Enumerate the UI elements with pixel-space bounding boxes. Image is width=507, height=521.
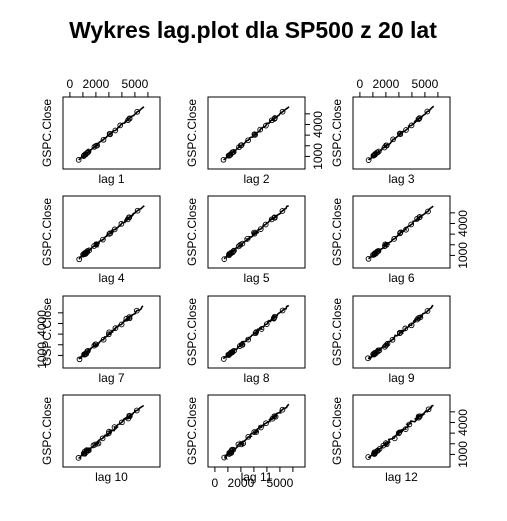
x-axis: 0 2000 5000 — [357, 77, 439, 97]
lag-series-line — [369, 106, 434, 160]
lag-panel-9: lag 9 GSPC.Close — [330, 296, 450, 385]
y-tick-label: 4000 — [311, 111, 325, 138]
y-axis-label: GSPC.Close — [185, 99, 199, 167]
y-tick-label: 4000 — [456, 409, 470, 436]
y-axis-label: GSPC.Close — [185, 298, 199, 366]
y-axis-label: GSPC.Close — [330, 99, 344, 167]
lag-series-line — [369, 206, 434, 259]
y-tick-label: 4000 — [35, 310, 49, 337]
y-axis-label: GSPC.Close — [40, 99, 54, 167]
x-tick-label: 2000 — [373, 77, 400, 91]
y-axis-label: GSPC.Close — [330, 397, 344, 465]
x-tick-label: 5000 — [122, 77, 149, 91]
y-axis-label: GSPC.Close — [330, 298, 344, 366]
panel-label: lag 9 — [388, 371, 414, 385]
lag-panel-4: lag 4 GSPC.Close — [40, 196, 160, 285]
y-axis: 1000 4000 — [450, 210, 470, 269]
lag-panel-12: lag 12 GSPC.Close 1000 4000 — [330, 395, 470, 484]
lag-panel-6: lag 6 GSPC.Close 1000 4000 — [330, 196, 470, 285]
panel-label: lag 7 — [98, 371, 124, 385]
panel-label: lag 4 — [98, 271, 124, 285]
x-tick-label: 0 — [212, 476, 219, 490]
y-axis-label: GSPC.Close — [40, 397, 54, 465]
y-axis: 1000 4000 — [305, 111, 325, 170]
panel-label: lag 5 — [243, 271, 269, 285]
chart-title: Wykres lag.plot dla SP500 z 20 lat — [69, 17, 437, 43]
panel-label: lag 1 — [98, 172, 124, 186]
y-axis: 1000 4000 — [450, 409, 470, 468]
x-tick-label: 5000 — [412, 77, 439, 91]
panel-label: lag 6 — [388, 271, 414, 285]
panel-label: lag 3 — [388, 172, 414, 186]
y-axis-label: GSPC.Close — [40, 198, 54, 266]
lag-series-line — [224, 306, 289, 360]
x-tick-label: 0 — [357, 77, 364, 91]
y-axis-label: GSPC.Close — [185, 198, 199, 266]
lag-panel-3: lag 3 GSPC.Close 0 2000 5000 — [330, 77, 450, 186]
y-axis-label: GSPC.Close — [185, 397, 199, 465]
panel-label: lag 12 — [385, 470, 418, 484]
lag-panel-2: lag 2 GSPC.Close 1000 4000 — [185, 97, 325, 186]
x-tick-label: 5000 — [267, 476, 294, 490]
lag-series-line — [368, 305, 433, 359]
y-tick-label: 1000 — [35, 342, 49, 369]
y-tick-label: 4000 — [456, 210, 470, 237]
lag-point — [221, 157, 226, 162]
lag-panel-5: lag 5 GSPC.Close — [185, 196, 305, 285]
y-tick-label: 1000 — [311, 143, 325, 170]
lag-panel-11: lag 11 GSPC.Close 0 2000 5000 — [185, 395, 305, 490]
x-axis: 0 2000 5000 — [67, 77, 149, 97]
panel-label: lag 8 — [243, 371, 269, 385]
lag-panel-8: lag 8 GSPC.Close — [185, 296, 305, 385]
lag-series-line — [79, 107, 144, 160]
y-tick-label: 1000 — [456, 242, 470, 269]
y-tick-label: 1000 — [456, 441, 470, 468]
panel-label: lag 10 — [95, 470, 128, 484]
lag-panel-1: lag 1 GSPC.Close 0 2000 5000 — [40, 77, 160, 186]
x-tick-label: 2000 — [83, 77, 110, 91]
y-axis-label: GSPC.Close — [330, 198, 344, 266]
x-tick-label: 0 — [67, 77, 74, 91]
x-tick-label: 2000 — [228, 476, 255, 490]
lag-panel-7: lag 7GSPC.Close10004000 — [35, 296, 160, 385]
lag-panel-10: lag 10 GSPC.Close — [40, 395, 160, 484]
panel-label: lag 2 — [243, 172, 269, 186]
